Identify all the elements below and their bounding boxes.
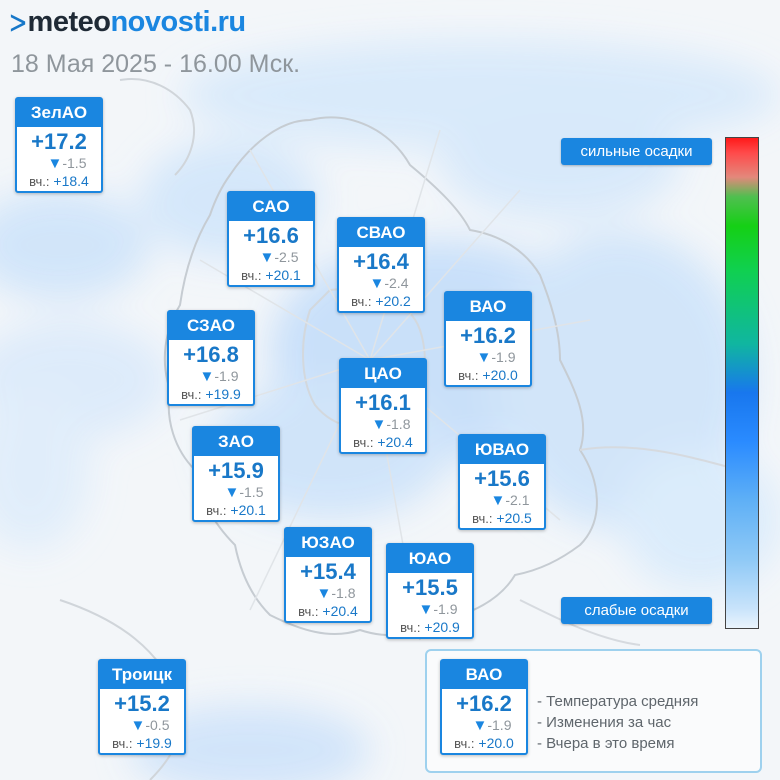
- down-arrow-icon: ▼: [371, 416, 387, 433]
- temperature-value: +15.9: [208, 458, 264, 483]
- yesterday-value: +20.4: [377, 434, 413, 450]
- yesterday-value: +20.5: [496, 510, 532, 526]
- temperature-value: +15.6: [474, 466, 530, 491]
- down-arrow-icon: ▼: [199, 368, 215, 385]
- down-arrow-icon: ▼: [224, 484, 240, 501]
- down-arrow-icon: ▼: [130, 717, 146, 734]
- hourly-change: -1.5: [239, 484, 264, 500]
- hourly-change: -2.1: [505, 492, 530, 508]
- district-card-tsao: ЦАО +16.1 ▼-1.8 вч.: +20.4: [339, 358, 427, 454]
- yesterday-prefix: вч.:: [241, 268, 262, 283]
- district-card-vao: ВАО +16.2 ▼-1.9 вч.: +20.0: [444, 291, 532, 387]
- district-card-szao: СЗАО +16.8 ▼-1.9 вч.: +19.9: [167, 310, 255, 406]
- district-name: СВАО: [339, 219, 423, 247]
- down-arrow-icon: ▼: [472, 717, 488, 734]
- hourly-change: -2.4: [384, 275, 409, 291]
- datetime-label: 18 Мая 2025 - 16.00 Мск.: [11, 50, 301, 78]
- yesterday-prefix: вч.:: [472, 511, 493, 526]
- temperature-value: +15.2: [114, 691, 170, 716]
- yesterday-prefix: вч.:: [454, 736, 475, 751]
- yesterday-value: +18.4: [53, 173, 89, 189]
- hourly-change: -1.8: [386, 416, 411, 432]
- temperature-value: +16.2: [456, 691, 512, 716]
- district-card-yuao: ЮАО +15.5 ▼-1.9 вч.: +20.9: [386, 543, 474, 639]
- yesterday-value: +20.1: [265, 267, 301, 283]
- temperature-value: +16.2: [460, 323, 516, 348]
- legend-explanations: - Температура средняя - Изменения за час…: [537, 691, 698, 754]
- district-card-zao: ЗАО +15.9 ▼-1.5 вч.: +20.1: [192, 426, 280, 522]
- yesterday-value: +20.0: [482, 367, 518, 383]
- district-name: ЮАО: [388, 545, 472, 573]
- down-arrow-icon: ▼: [316, 585, 332, 602]
- yesterday-value: +20.9: [424, 619, 460, 635]
- district-name: ВАО: [442, 661, 526, 689]
- yesterday-prefix: вч.:: [206, 503, 227, 518]
- hourly-change: -1.9: [214, 368, 239, 384]
- temperature-value: +16.4: [353, 249, 409, 274]
- district-name: ЗелАО: [17, 99, 101, 127]
- hourly-change: -1.5: [62, 155, 87, 171]
- temperature-value: +16.8: [183, 342, 239, 367]
- hourly-change: -2.5: [274, 249, 299, 265]
- down-arrow-icon: ▼: [418, 601, 434, 618]
- down-arrow-icon: ▼: [369, 275, 385, 292]
- district-card-yuzao: ЮЗАО +15.4 ▼-1.8 вч.: +20.4: [284, 527, 372, 623]
- yesterday-prefix: вч.:: [29, 174, 50, 189]
- hourly-change: -1.8: [331, 585, 356, 601]
- district-card-sao: САО +16.6 ▼-2.5 вч.: +20.1: [227, 191, 315, 287]
- yesterday-prefix: вч.:: [112, 736, 133, 751]
- light-precip-label: слабые осадки: [561, 597, 712, 624]
- district-name: СЗАО: [169, 312, 253, 340]
- legend-example-card: ВАО +16.2 ▼-1.9 вч.: +20.0: [440, 659, 528, 755]
- yesterday-prefix: вч.:: [181, 387, 202, 402]
- hourly-change: -1.9: [487, 717, 512, 733]
- yesterday-prefix: вч.:: [351, 294, 372, 309]
- district-card-svao: СВАО +16.4 ▼-2.4 вч.: +20.2: [337, 217, 425, 313]
- down-arrow-icon: ▼: [476, 349, 492, 366]
- temperature-value: +17.2: [31, 129, 87, 154]
- hourly-change: -0.5: [145, 717, 170, 733]
- district-name: ЮВАО: [460, 436, 544, 464]
- yesterday-prefix: вч.:: [353, 435, 374, 450]
- yesterday-prefix: вч.:: [458, 368, 479, 383]
- yesterday-value: +20.0: [478, 735, 514, 751]
- temperature-value: +16.1: [355, 390, 411, 415]
- temperature-value: +15.5: [402, 575, 458, 600]
- yesterday-value: +19.9: [205, 386, 241, 402]
- heavy-precip-label: сильные осадки: [561, 138, 712, 165]
- district-name: ВАО: [446, 293, 530, 321]
- district-name: ЮЗАО: [286, 529, 370, 557]
- district-name: САО: [229, 193, 313, 221]
- legend-line-change: - Изменения за час: [537, 714, 672, 731]
- district-card-zelao: ЗелАО +17.2 ▼-1.5 вч.: +18.4: [15, 97, 103, 193]
- hourly-change: -1.9: [433, 601, 458, 617]
- down-arrow-icon: ▼: [47, 155, 63, 172]
- yesterday-prefix: вч.:: [298, 604, 319, 619]
- yesterday-value: +19.9: [136, 735, 172, 751]
- yesterday-prefix: вч.:: [400, 620, 421, 635]
- district-name: ЦАО: [341, 360, 425, 388]
- district-name: Троицк: [100, 661, 184, 689]
- precip-color-scale: [725, 137, 759, 629]
- district-card-troitsk: Троицк +15.2 ▼-0.5 вч.: +19.9: [98, 659, 186, 755]
- legend-line-yesterday: - Вчера в это время: [537, 735, 675, 752]
- down-arrow-icon: ▼: [259, 249, 275, 266]
- yesterday-value: +20.4: [322, 603, 358, 619]
- site-logo: ᐳmeteonovosti.ru: [10, 6, 246, 38]
- temperature-value: +16.6: [243, 223, 299, 248]
- district-card-yuvao: ЮВАО +15.6 ▼-2.1 вч.: +20.5: [458, 434, 546, 530]
- down-arrow-icon: ▼: [490, 492, 506, 509]
- temperature-value: +15.4: [300, 559, 356, 584]
- hourly-change: -1.9: [491, 349, 516, 365]
- legend-line-temperature: - Температура средняя: [537, 693, 699, 710]
- yesterday-value: +20.2: [375, 293, 411, 309]
- legend-box: ВАО +16.2 ▼-1.9 вч.: +20.0 - Температура…: [425, 649, 762, 773]
- yesterday-value: +20.1: [230, 502, 266, 518]
- district-name: ЗАО: [194, 428, 278, 456]
